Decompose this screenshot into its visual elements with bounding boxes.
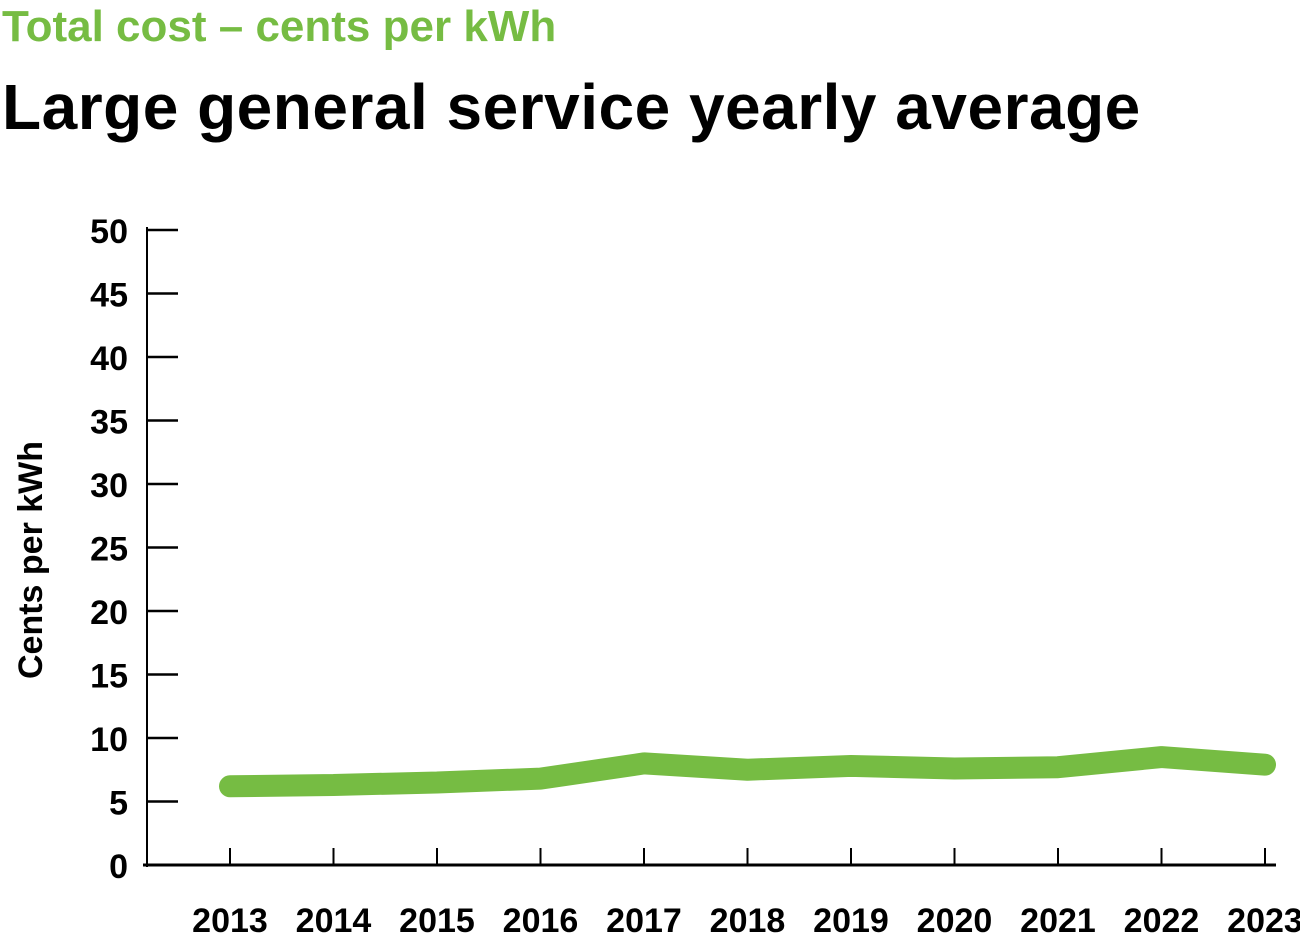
y-axis-label: Cents per kWh: [12, 441, 50, 679]
x-tick-label: 2017: [606, 902, 682, 940]
data-point: [333, 784, 334, 786]
x-tick-label: 2013: [192, 902, 268, 940]
y-tick-label: 5: [109, 785, 128, 823]
y-tick-label: 40: [90, 340, 128, 378]
chart-subtitle: Total cost – cents per kWh: [2, 2, 557, 51]
x-tick-label: 2021: [1020, 902, 1096, 940]
data-point: [229, 785, 231, 787]
data-point: [747, 769, 748, 771]
y-tick-label: 25: [90, 531, 128, 569]
x-tick-label: 2016: [503, 902, 579, 940]
y-tick-label: 10: [90, 721, 128, 759]
data-point: [540, 778, 541, 780]
y-tick-label: 15: [90, 658, 128, 696]
y-tick-label: 45: [90, 277, 128, 315]
y-tick-label: 0: [109, 848, 128, 886]
x-tick-label: 2022: [1124, 902, 1200, 940]
data-point: [954, 767, 955, 769]
series-line: [219, 746, 1276, 798]
x-tick-label: 2020: [917, 902, 993, 940]
y-tick-label: 50: [90, 213, 128, 251]
data-point: [1057, 766, 1059, 768]
data-point: [1161, 756, 1162, 758]
y-tick-label: 35: [90, 404, 128, 442]
y-tick-label: 20: [90, 594, 128, 632]
data-point: [1264, 764, 1266, 766]
data-point: [643, 762, 645, 764]
chart-title: Large general service yearly average: [2, 71, 1141, 143]
data-point: [436, 781, 438, 783]
x-tick-label: 2018: [710, 902, 786, 940]
x-tick-label: 2015: [399, 902, 475, 940]
x-tick-label: 2014: [296, 902, 372, 940]
x-tick-label: 2023: [1227, 902, 1300, 940]
data-point: [850, 765, 852, 767]
x-tick-label: 2019: [813, 902, 889, 940]
y-tick-label: 30: [90, 467, 128, 505]
